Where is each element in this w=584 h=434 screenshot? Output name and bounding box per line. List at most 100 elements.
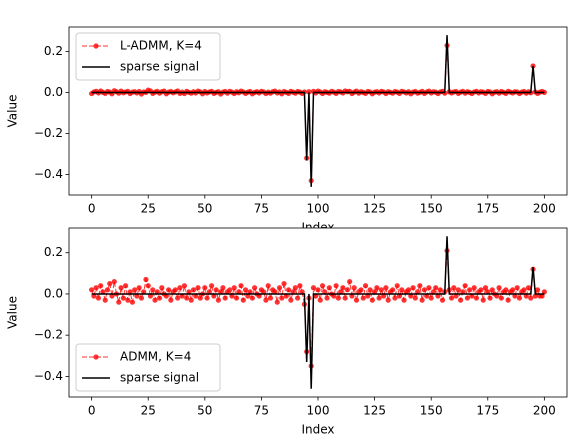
plot-area <box>89 236 547 389</box>
marker <box>385 297 391 303</box>
marker <box>129 299 135 305</box>
marker <box>104 287 111 293</box>
marker <box>227 287 233 293</box>
marker <box>231 285 237 291</box>
marker <box>485 289 491 295</box>
marker <box>353 297 360 303</box>
marker <box>163 293 169 299</box>
marker <box>233 295 240 301</box>
marker <box>156 295 163 301</box>
x-tick-label: 150 <box>420 202 443 216</box>
marker <box>206 289 212 295</box>
marker <box>222 295 228 301</box>
marker <box>399 287 405 293</box>
marker <box>367 287 373 293</box>
marker <box>473 295 480 301</box>
legend-marker <box>93 43 99 49</box>
marker <box>188 297 194 303</box>
x-tick-label: 125 <box>363 202 386 216</box>
marker <box>532 293 538 299</box>
marker <box>150 287 156 293</box>
marker <box>342 295 348 301</box>
marker <box>516 295 523 301</box>
marker <box>338 289 344 295</box>
x-tick-label: 200 <box>533 404 556 418</box>
marker <box>347 278 353 285</box>
marker <box>215 297 221 303</box>
marker <box>109 293 115 299</box>
marker <box>505 297 511 303</box>
x-tick-label: 100 <box>307 404 330 418</box>
marker <box>482 285 489 291</box>
marker <box>283 293 289 299</box>
marker <box>410 285 416 291</box>
marker <box>267 295 274 301</box>
marker <box>297 283 303 289</box>
marker <box>471 285 477 291</box>
legend-box <box>75 32 221 81</box>
marker <box>272 289 278 295</box>
plot-area <box>89 35 547 187</box>
marker <box>315 287 321 293</box>
marker <box>159 285 165 291</box>
marker <box>299 289 305 295</box>
marker <box>365 293 371 299</box>
marker <box>396 293 403 299</box>
x-tick-label: 150 <box>420 404 443 418</box>
marker <box>247 289 253 295</box>
marker <box>510 287 516 293</box>
marker <box>419 297 425 303</box>
marker <box>525 285 532 291</box>
marker <box>376 295 382 301</box>
y-axis-label: Value <box>6 296 20 329</box>
marker <box>184 295 190 301</box>
marker <box>487 295 493 301</box>
marker <box>306 89 312 95</box>
marker <box>281 281 287 287</box>
series-line <box>91 35 545 187</box>
marker <box>93 285 99 291</box>
marker <box>202 285 208 291</box>
marker <box>179 293 185 299</box>
marker <box>274 299 280 305</box>
legend-label: sparse signal <box>120 60 199 74</box>
marker <box>132 287 138 293</box>
marker <box>256 293 262 299</box>
marker <box>503 287 509 293</box>
marker <box>154 289 160 295</box>
marker <box>448 295 455 301</box>
marker <box>310 285 317 291</box>
marker <box>333 283 339 289</box>
y-tick-label: 0.0 <box>44 286 63 300</box>
marker <box>362 283 369 289</box>
marker <box>209 283 215 289</box>
marker <box>467 287 473 293</box>
marker <box>344 287 351 293</box>
marker <box>91 293 97 299</box>
marker <box>405 287 412 293</box>
marker <box>127 289 133 295</box>
marker <box>211 293 217 299</box>
x-tick-label: 175 <box>476 202 499 216</box>
marker <box>177 285 183 291</box>
y-tick-label: −0.4 <box>34 369 63 383</box>
marker <box>190 287 197 293</box>
marker <box>193 293 199 299</box>
marker <box>279 295 285 301</box>
marker <box>220 285 226 291</box>
marker <box>455 287 461 293</box>
marker <box>480 297 486 303</box>
marker <box>118 285 124 291</box>
legend-label: ADMM, K=4 <box>120 350 191 364</box>
marker <box>138 295 145 301</box>
marker <box>521 287 527 293</box>
marker <box>349 293 355 299</box>
marker <box>494 293 500 299</box>
marker <box>249 295 255 301</box>
marker <box>122 283 129 289</box>
marker <box>143 276 149 283</box>
marker <box>229 293 235 299</box>
x-tick-label: 175 <box>476 404 499 418</box>
marker <box>417 283 423 289</box>
marker <box>541 89 547 95</box>
